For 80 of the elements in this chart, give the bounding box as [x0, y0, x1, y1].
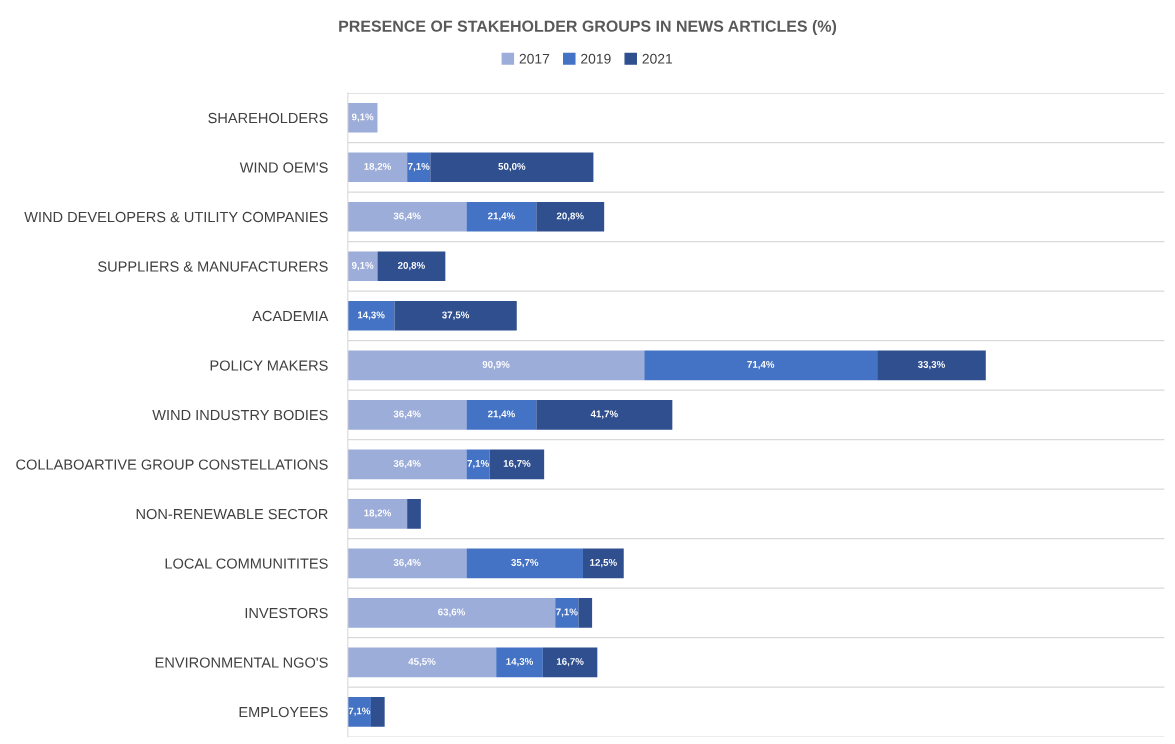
bar: [347, 696, 371, 727]
data-label: 33,3%: [917, 361, 946, 370]
y-tick-label: ENVIRONMENTAL NGO'S: [155, 657, 328, 668]
bar: [496, 647, 543, 678]
y-tick-label: WIND DEVELOPERS & UTILITY COMPANIES: [24, 211, 328, 223]
y-tick-label: POLICY MAKERS: [210, 360, 328, 371]
bar: [394, 300, 517, 331]
y-tick-label: EMPLOYEES: [239, 706, 328, 718]
bar: [407, 498, 421, 529]
data-label: 35,7%: [511, 559, 539, 568]
data-label: 12,5%: [590, 559, 617, 568]
data-label: 18,2%: [364, 162, 392, 172]
bar: [377, 251, 446, 282]
y-tick-label: LOCAL COMMUNITITES: [165, 558, 328, 569]
bar: [489, 449, 545, 480]
bar: [347, 102, 378, 133]
y-tick-label: WIND INDUSTRY BODIES: [152, 409, 328, 421]
y-tick-label: WIND OEM'S: [239, 162, 328, 173]
data-label: 21,4%: [487, 212, 515, 221]
data-label: 20,8%: [556, 212, 584, 221]
data-label: 36,4%: [393, 460, 421, 469]
bar: [347, 201, 467, 232]
bar: [466, 548, 583, 579]
data-label: 21,4%: [487, 410, 515, 419]
bar: [466, 201, 537, 232]
data-label: 14,3%: [506, 658, 534, 667]
data-label: 45,5%: [408, 658, 436, 667]
data-label: 63,6%: [438, 608, 466, 617]
chart-title: PRESENCE OF STAKEHOLDER GROUPS IN NEWS ARTICLES (%): [339, 20, 837, 35]
data-label: 36,4%: [393, 410, 421, 419]
bar: [347, 251, 378, 282]
bar: [644, 350, 878, 381]
data-label: 90,9%: [482, 361, 510, 370]
bar: [347, 498, 408, 529]
bar: [370, 696, 385, 727]
data-label: 16,7%: [503, 460, 531, 469]
data-label: 50,0%: [498, 162, 526, 172]
bar: [347, 300, 395, 331]
bar: [466, 399, 537, 430]
bar: [536, 399, 673, 430]
bar: [347, 597, 556, 628]
legend-label: 2017: [519, 53, 550, 64]
y-tick-label: SUPPLIERS & MANUFACTURERS: [98, 261, 328, 272]
data-label: 7,1%: [467, 460, 489, 469]
bar: [466, 449, 490, 480]
bar: [536, 201, 605, 232]
y-tick-label: SHAREHOLDERS: [208, 112, 328, 124]
data-label: 36,4%: [393, 212, 421, 221]
data-label: 7,1%: [556, 608, 578, 617]
bar: [430, 152, 594, 183]
data-label: 71,4%: [747, 361, 775, 370]
bar: [347, 449, 467, 480]
bar: [347, 152, 408, 183]
y-tick-label: INVESTORS: [245, 607, 328, 619]
data-label: 37,5%: [442, 311, 470, 320]
y-tick-label: COLLABOARTIVE GROUP CONSTELLATIONS: [16, 459, 328, 470]
bar: [578, 597, 593, 628]
bar: [347, 350, 645, 381]
data-label: 7,1%: [408, 163, 430, 172]
data-label: 20,8%: [397, 261, 425, 271]
data-label: 9,1%: [351, 261, 374, 271]
data-label: 16,7%: [556, 658, 584, 667]
bar: [877, 350, 986, 381]
legend-label: 2019: [581, 53, 611, 64]
bar: [347, 647, 497, 678]
bar: [407, 152, 431, 183]
data-label: 7,1%: [348, 707, 371, 716]
bar: [582, 548, 624, 579]
y-tick-label: ACADEMIA: [252, 310, 329, 322]
bar: [542, 647, 598, 678]
data-label: 9,1%: [351, 113, 374, 122]
bar: [347, 399, 467, 430]
legend-label: 2021: [642, 53, 673, 64]
data-label: 36,4%: [393, 559, 421, 568]
bar: [347, 548, 467, 579]
data-label: 14,3%: [357, 311, 385, 320]
data-label: 18,2%: [364, 509, 392, 518]
data-label: 41,7%: [590, 410, 618, 419]
bar: [555, 597, 579, 628]
y-tick-label: NON-RENEWABLE SECTOR: [136, 508, 328, 520]
